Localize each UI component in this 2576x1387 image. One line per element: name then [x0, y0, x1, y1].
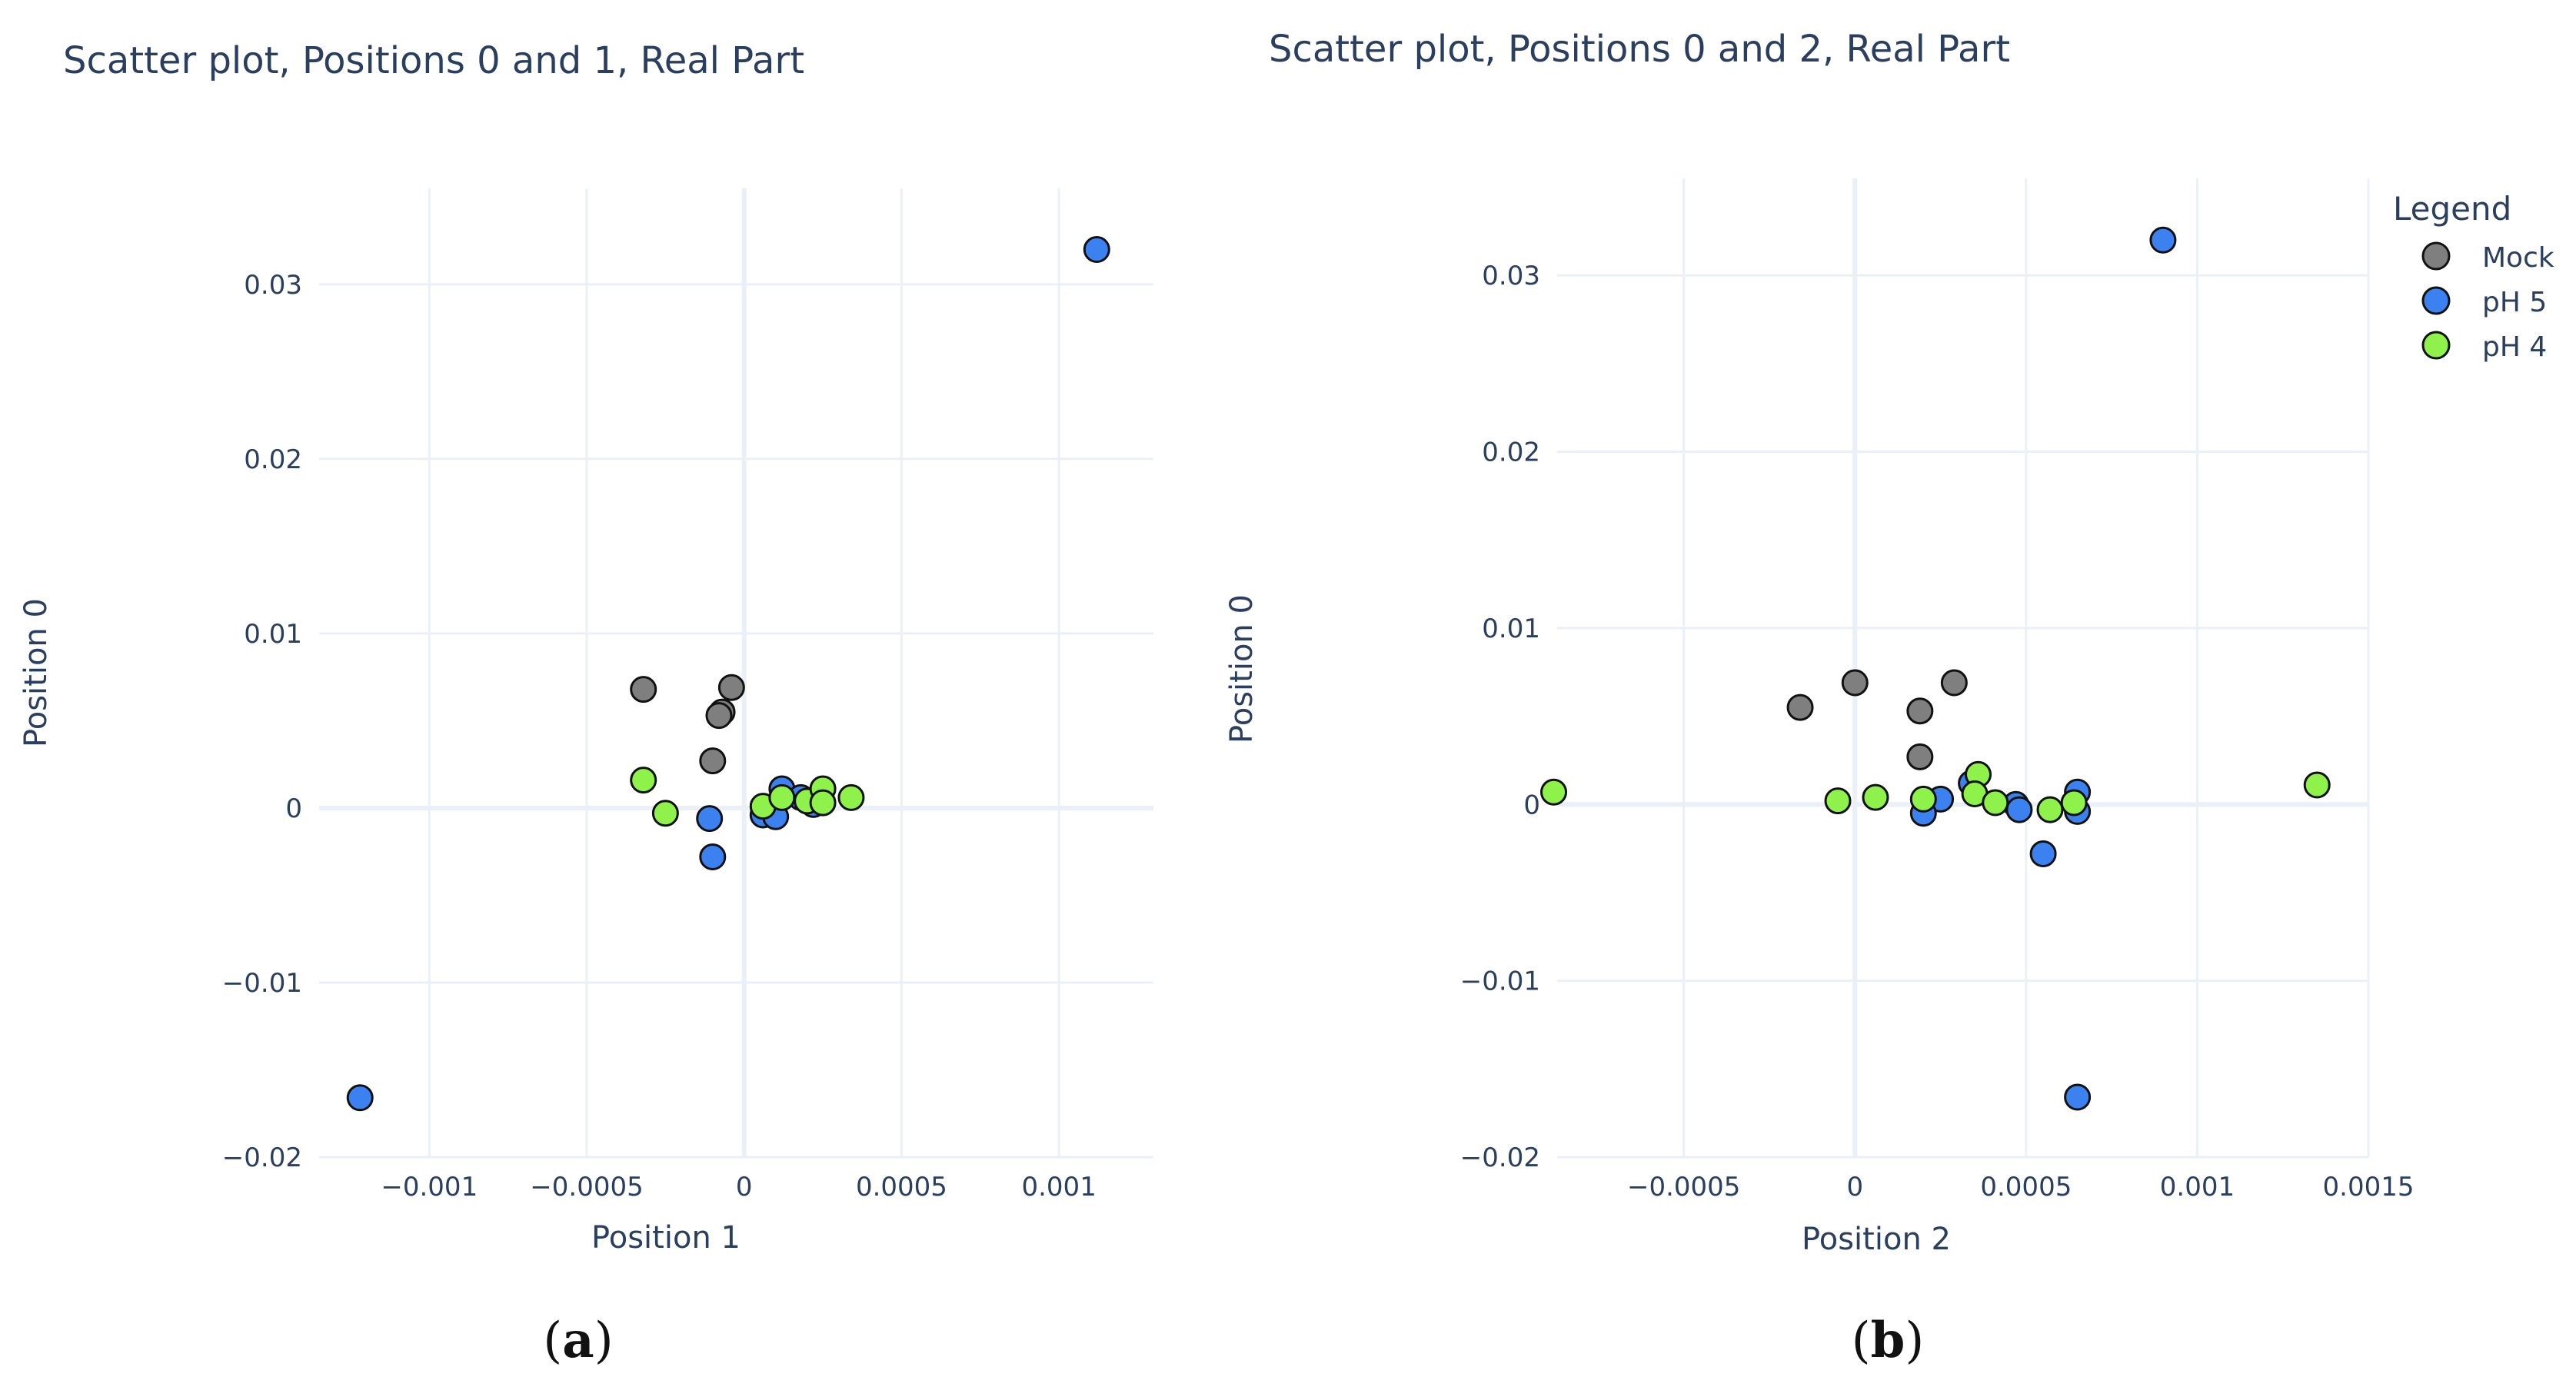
chart-b-point-mock[interactable]: [1841, 669, 1869, 697]
chart-a-x-axis-label: Position 1: [591, 1220, 741, 1256]
chart-a-y-axis-label: Position 0: [18, 598, 54, 747]
chart-b-point-ph4[interactable]: [1540, 778, 1568, 806]
chart-b-y-tick-label: 0.03: [1482, 261, 1540, 291]
chart-a-x-tick-label: −0.0005: [530, 1172, 643, 1202]
chart-b-point-ph4[interactable]: [2303, 771, 2331, 799]
chart-b-x-tick-label: −0.0005: [1627, 1172, 1740, 1202]
chart-a-point-ph4[interactable]: [768, 783, 796, 811]
chart-b-x-tick-label: 0.0015: [2323, 1172, 2415, 1202]
chart-b-y-tick-label: −0.01: [1460, 966, 1540, 997]
chart-b-point-ph4[interactable]: [1982, 789, 2009, 817]
chart-b-y-tick-label: 0: [1523, 790, 1540, 820]
chart-b-point-mock[interactable]: [1906, 743, 1934, 770]
chart-a-point-ph5[interactable]: [1083, 235, 1110, 263]
legend-title: Legend: [2393, 190, 2511, 228]
chart-b-y-ticks: −0.02 −0.01 0 0.01 0.02 0.03: [1460, 261, 1540, 1173]
chart-a-y-tick-label: −0.02: [222, 1143, 302, 1173]
legend-label-ph4: pH 4: [2482, 331, 2547, 363]
chart-b-y-tick-label: −0.02: [1460, 1143, 1540, 1173]
chart-a-y-tick-label: 0: [285, 793, 302, 824]
chart-b-y-tick-label: 0.01: [1482, 614, 1540, 644]
chart-b-point-ph4[interactable]: [1862, 783, 1889, 811]
chart-b-x-tick-label: 0.001: [2160, 1172, 2235, 1202]
chart-b-point-mock[interactable]: [1786, 694, 1814, 721]
chart-b-point-ph5[interactable]: [2005, 796, 2033, 823]
chart-a-caption: (a): [543, 1312, 613, 1369]
chart-a-x-tick-label: 0.0005: [856, 1172, 947, 1202]
chart-b-point-mock[interactable]: [1906, 697, 1934, 725]
legend: Legend Mock pH 5 pH 4: [2393, 190, 2554, 363]
chart-a-point-ph4[interactable]: [630, 767, 657, 794]
chart-b-point-ph5[interactable]: [2064, 1083, 2092, 1111]
chart-b: Scatter plot, Positions 0 and 2, Real Pa…: [1224, 28, 2414, 1369]
chart-b-point-ph4[interactable]: [1824, 787, 1852, 815]
chart-b-y-axis-label: Position 0: [1224, 594, 1260, 743]
chart-a-x-ticks: −0.001 −0.0005 0 0.0005 0.001: [381, 1172, 1096, 1202]
chart-a-y-tick-label: −0.01: [222, 968, 302, 999]
chart-a-gridlines: [319, 188, 1153, 1159]
legend-label-ph5: pH 5: [2482, 287, 2547, 318]
chart-a-x-tick-label: 0: [736, 1172, 753, 1202]
chart-b-caption: (b): [1852, 1312, 1925, 1369]
chart-a-point-ph5[interactable]: [696, 805, 724, 833]
chart-b-x-tick-label: 0.0005: [1980, 1172, 2072, 1202]
chart-a-title: Scatter plot, Positions 0 and 1, Real Pa…: [63, 39, 804, 82]
chart-a-points: [346, 235, 1110, 1112]
chart-b-y-tick-label: 0.02: [1482, 437, 1540, 468]
legend-marker-ph5: [2421, 286, 2451, 315]
chart-a-y-tick-label: 0.01: [244, 619, 302, 650]
legend-marker-ph4: [2421, 331, 2451, 360]
chart-a-x-tick-label: 0.001: [1021, 1172, 1096, 1202]
chart-b-point-mock[interactable]: [1940, 669, 1968, 697]
chart-b-title: Scatter plot, Positions 0 and 2, Real Pa…: [1269, 28, 2010, 71]
chart-b-point-ph4[interactable]: [2036, 796, 2064, 823]
legend-item-mock[interactable]: Mock: [2421, 241, 2554, 274]
chart-b-points: [1540, 226, 2331, 1111]
chart-b-x-tick-label: 0: [1846, 1172, 1863, 1202]
chart-a-y-ticks: −0.02 −0.01 0 0.01 0.02 0.03: [222, 270, 302, 1173]
chart-b-x-axis-label: Position 2: [1802, 1222, 1951, 1257]
chart-a-point-ph4[interactable]: [809, 789, 837, 817]
chart-b-point-ph5[interactable]: [2029, 840, 2057, 867]
chart-a: Scatter plot, Positions 0 and 1, Real Pa…: [18, 39, 1153, 1369]
chart-a-x-tick-label: −0.001: [381, 1172, 478, 1202]
chart-b-point-ph4[interactable]: [1909, 785, 1937, 813]
chart-b-point-ph5[interactable]: [2149, 226, 2177, 254]
chart-b-point-ph4[interactable]: [2060, 789, 2088, 817]
chart-a-y-tick-label: 0.02: [244, 444, 302, 475]
legend-marker-mock: [2421, 241, 2451, 271]
chart-b-x-ticks: −0.0005 0 0.0005 0.001 0.0015: [1627, 1172, 2415, 1202]
chart-a-point-mock[interactable]: [717, 674, 745, 701]
chart-a-y-tick-label: 0.03: [244, 270, 302, 301]
chart-a-point-ph5[interactable]: [699, 843, 727, 871]
legend-item-ph4[interactable]: pH 4: [2421, 331, 2547, 363]
chart-a-point-ph4[interactable]: [651, 800, 679, 827]
legend-item-ph5[interactable]: pH 5: [2421, 286, 2547, 318]
legend-label-mock: Mock: [2482, 242, 2554, 274]
chart-a-point-ph4[interactable]: [837, 783, 865, 811]
chart-a-point-mock[interactable]: [699, 747, 727, 775]
chart-a-point-mock[interactable]: [705, 702, 733, 730]
chart-b-gridlines: [1557, 178, 2370, 1159]
chart-a-point-ph5[interactable]: [346, 1084, 374, 1112]
chart-a-point-mock[interactable]: [630, 676, 657, 703]
